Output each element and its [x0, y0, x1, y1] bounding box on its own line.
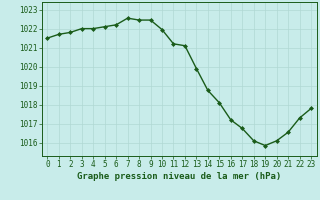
X-axis label: Graphe pression niveau de la mer (hPa): Graphe pression niveau de la mer (hPa): [77, 172, 281, 181]
